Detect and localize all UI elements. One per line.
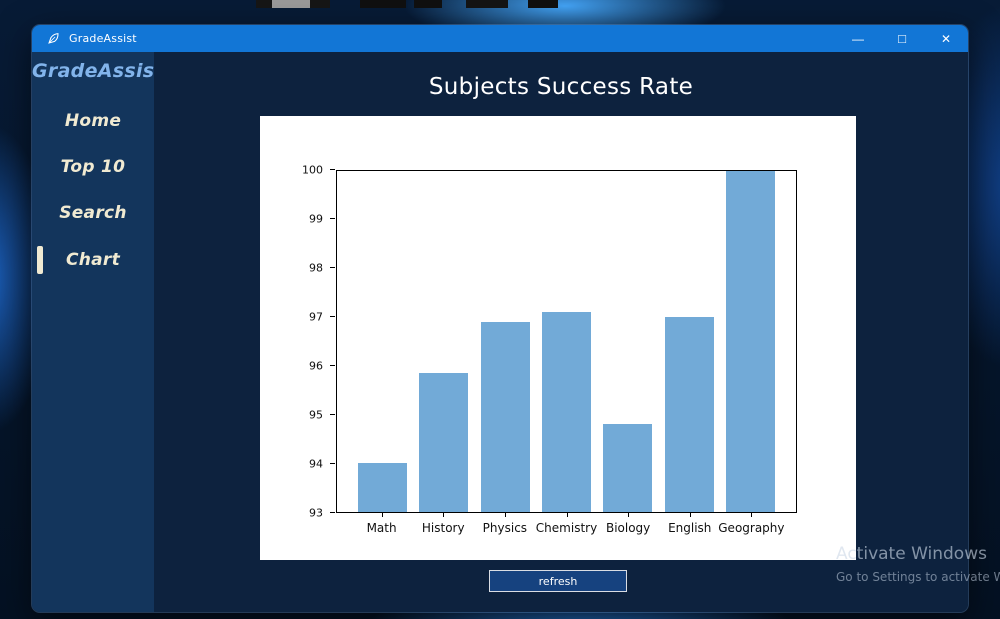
- y-tick-mark: [330, 316, 335, 317]
- screen-edge-fragment: [272, 0, 310, 8]
- app-window: GradeAssist — □ ✕ GradeAssist Home Top 1…: [32, 25, 968, 612]
- refresh-button[interactable]: refresh: [489, 570, 627, 592]
- feather-app-icon: [46, 31, 61, 46]
- x-tick-mark: [443, 513, 445, 517]
- bar-math: [357, 463, 407, 512]
- sidebar-item-home[interactable]: Home: [32, 106, 154, 136]
- x-tick-mark: [504, 513, 506, 517]
- chart-panel: 93 94 95 96 97 98 99 100 Math History Physics Chem…: [260, 116, 856, 560]
- y-tick-mark: [330, 512, 335, 513]
- y-tick-mark: [330, 414, 335, 415]
- x-tick-label: Physics: [482, 521, 528, 535]
- y-axis: 93 94 95 96 97 98 99 100: [260, 165, 336, 519]
- bar-biology: [603, 424, 653, 512]
- y-tick-label: 93: [309, 506, 323, 520]
- sidebar-item-label: Home: [64, 111, 122, 131]
- x-tick-label: Chemistry: [535, 521, 598, 535]
- screen-edge-fragment: [528, 0, 558, 8]
- x-tick-mark: [628, 513, 630, 517]
- y-tick-label: 99: [309, 212, 323, 226]
- x-tick-mark: [689, 513, 691, 517]
- x-tick-label: History: [421, 521, 465, 535]
- x-axis: Math History Physics Chemistry Biology Englis…: [336, 513, 797, 547]
- sidebar-item-label: Search: [59, 203, 127, 223]
- titlebar: GradeAssist — □ ✕: [32, 25, 968, 52]
- screen-edge-fragment: [466, 0, 508, 8]
- x-tick-mark: [566, 513, 568, 517]
- x-tick-mark: [751, 513, 753, 517]
- y-tick-label: 97: [309, 310, 323, 324]
- sidebar-item-label: Top 10: [60, 157, 126, 177]
- bar-chemistry: [541, 312, 592, 512]
- x-tick-label: English: [668, 521, 712, 535]
- close-button[interactable]: ✕: [924, 25, 968, 52]
- y-tick-label: 98: [309, 261, 323, 275]
- plot-area: [336, 170, 797, 513]
- screen-edge-fragment: [414, 0, 442, 8]
- y-tick-mark: [330, 218, 335, 219]
- y-tick-label: 96: [309, 359, 323, 373]
- sidebar-item-chart[interactable]: Chart: [32, 245, 154, 275]
- screen-edge-fragment: [360, 0, 406, 8]
- maximize-button[interactable]: □: [880, 25, 924, 52]
- bar-physics: [480, 322, 530, 512]
- bar-english: [664, 317, 714, 512]
- active-indicator: [37, 246, 43, 274]
- bar-geography: [726, 171, 776, 512]
- main-content: Subjects Success Rate 93 94 95 96 97 98 99 100 …: [154, 52, 968, 612]
- sidebar-item-search[interactable]: Search: [32, 198, 154, 228]
- sidebar-item-label: Chart: [65, 250, 121, 270]
- sidebar-item-top10[interactable]: Top 10: [32, 152, 154, 182]
- window-controls: — □ ✕: [836, 25, 968, 52]
- sidebar-logo: GradeAssist: [32, 60, 164, 82]
- sidebar: GradeAssist Home Top 10 Search Chart: [32, 52, 164, 612]
- y-tick-mark: [330, 169, 335, 170]
- x-tick-label: Biology: [605, 521, 651, 535]
- x-tick-mark: [381, 513, 383, 517]
- page-title: Subjects Success Rate: [428, 74, 694, 100]
- y-tick-label: 95: [309, 408, 323, 422]
- y-tick-mark: [330, 365, 335, 366]
- bar-history: [419, 373, 469, 512]
- y-tick-mark: [330, 463, 335, 464]
- y-tick-mark: [330, 267, 335, 268]
- x-tick-label: Geography: [718, 521, 785, 535]
- x-tick-label: Math: [366, 521, 397, 535]
- window-title: GradeAssist: [69, 32, 137, 45]
- y-tick-label: 94: [309, 457, 323, 471]
- minimize-button[interactable]: —: [836, 25, 880, 52]
- y-tick-label: 100: [302, 163, 323, 177]
